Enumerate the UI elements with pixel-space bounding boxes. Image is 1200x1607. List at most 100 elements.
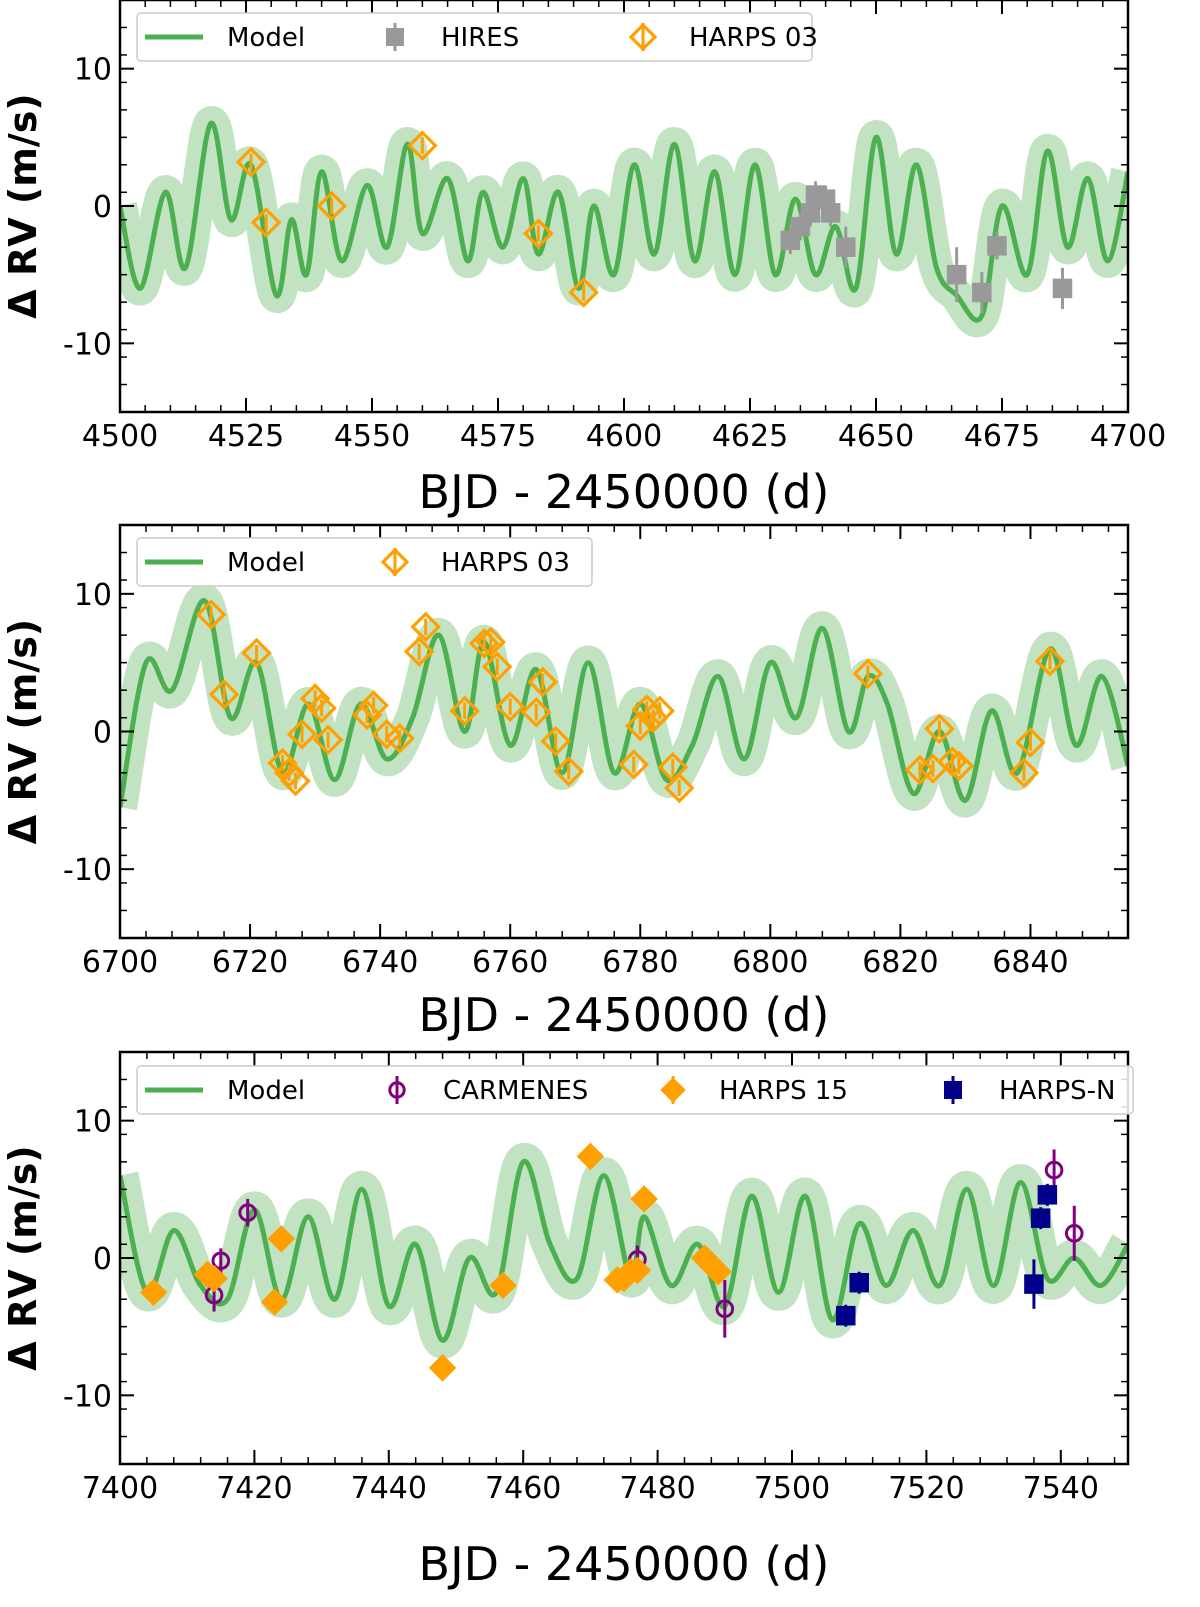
data-point <box>987 236 1007 256</box>
data-point <box>849 1272 869 1293</box>
data-point <box>280 765 311 797</box>
data-point <box>238 1203 257 1222</box>
x-tick-label: 7500 <box>754 1471 830 1506</box>
data-point <box>836 237 856 257</box>
y-tick-label: 10 <box>74 53 112 88</box>
data-point <box>1034 646 1066 677</box>
x-tick-label: 6840 <box>992 945 1068 980</box>
data-point <box>1037 1185 1058 1205</box>
legend-item: HARPS-N <box>944 1076 1115 1106</box>
data-point <box>468 628 500 659</box>
data-point <box>1044 1160 1064 1180</box>
y-tick-label: -10 <box>63 853 112 888</box>
data-point <box>946 264 967 285</box>
model-line <box>120 598 1128 808</box>
x-tick-label: 6800 <box>732 945 808 980</box>
y-tick-label: 0 <box>93 1242 112 1277</box>
data-point <box>494 691 526 722</box>
legend-item: HARPS 15 <box>660 1076 848 1106</box>
x-tick-label: 7400 <box>82 1471 158 1506</box>
x-tick-label: 4600 <box>586 419 662 454</box>
x-tick-label: 4550 <box>334 419 410 454</box>
data-point <box>428 1354 457 1382</box>
legend-label: CARMENES <box>443 1076 588 1106</box>
chart-panel-1: 4500 4525 4550 4575 4600 4625 4650 4675 4700 -10 0… <box>1 0 1166 519</box>
x-tick-label: 4575 <box>460 419 536 454</box>
series-harps-n <box>836 1183 1058 1327</box>
x-tick-label: 7540 <box>1023 1471 1099 1506</box>
x-tick-label: 4525 <box>208 419 284 454</box>
model-line <box>120 121 1128 323</box>
legend-box <box>136 537 593 587</box>
data-point <box>1008 757 1040 789</box>
data-point <box>489 1271 517 1300</box>
legend-label: HIRES <box>441 23 519 53</box>
data-point <box>1015 727 1046 758</box>
x-tick-label: 6720 <box>212 945 288 980</box>
y-tick-label: -10 <box>63 1379 112 1414</box>
data-point <box>267 747 298 779</box>
data-point <box>358 690 389 721</box>
y-axis-label: Δ RV (m/s) <box>1 619 45 844</box>
legend-marker <box>944 1081 962 1099</box>
y-tick-label: 10 <box>74 1105 112 1140</box>
legend-item: Model <box>145 1076 305 1106</box>
data-point <box>1030 1208 1051 1228</box>
data-point <box>704 1258 732 1286</box>
data-point <box>306 692 337 724</box>
x-tick-label: 6780 <box>602 945 678 980</box>
legend-label: HARPS-N <box>999 1076 1115 1106</box>
data-point <box>299 683 331 714</box>
model-line <box>120 1159 1128 1343</box>
data-point <box>630 1185 658 1213</box>
x-tick-label: 4500 <box>82 419 158 454</box>
data-point <box>623 1256 652 1285</box>
data-point <box>644 695 676 727</box>
y-tick-label: 0 <box>93 190 112 225</box>
model-band <box>120 583 1128 818</box>
data-point <box>852 658 884 689</box>
legend-marker <box>628 22 658 52</box>
data-point <box>200 1264 228 1293</box>
data-point <box>208 679 240 710</box>
x-tick-label: 6760 <box>472 945 548 980</box>
series-harps-03 <box>235 130 599 308</box>
series-hires <box>780 181 1073 314</box>
data-point <box>449 695 480 727</box>
chart-panel-3: 7400 7420 7440 7460 7480 7500 7520 7540 -10 0 10 BJ… <box>1 1050 1134 1591</box>
x-tick-label: 6820 <box>862 945 938 980</box>
x-tick-label: 7480 <box>619 1471 695 1506</box>
legend: Model HARPS 03 <box>136 537 593 587</box>
x-axis-label: BJD - 2450000 (d) <box>419 1537 830 1591</box>
data-point <box>407 130 438 161</box>
data-point <box>540 725 571 757</box>
x-tick-label: 4625 <box>712 419 788 454</box>
data-point <box>235 146 267 178</box>
x-tick-label: 4675 <box>964 419 1040 454</box>
x-tick-label: 7460 <box>485 1471 561 1506</box>
data-point <box>715 1299 735 1319</box>
data-point <box>1052 278 1073 299</box>
legend-item: Model <box>145 23 305 53</box>
legend-item: CARMENES <box>388 1076 588 1106</box>
legend-item: HARPS 03 <box>628 22 818 53</box>
legend-label: HARPS 15 <box>719 1076 848 1106</box>
x-axis-label: BJD - 2450000 (d) <box>419 988 830 1042</box>
data-point <box>1024 1274 1044 1294</box>
data-point <box>250 207 282 238</box>
data-point <box>904 754 936 786</box>
data-point <box>312 724 344 756</box>
data-point <box>576 1142 605 1171</box>
data-point <box>943 750 975 782</box>
data-point <box>267 1225 295 1253</box>
legend: Model CARMENES HARPS 15 HARPS-N <box>136 1065 1134 1115</box>
legend-item: HARPS 03 <box>380 547 570 578</box>
legend-marker <box>386 28 404 46</box>
data-point <box>618 749 650 780</box>
data-point <box>241 637 272 669</box>
data-point <box>139 1278 168 1307</box>
x-tick-label: 7440 <box>351 1471 427 1506</box>
legend-marker <box>380 547 410 577</box>
legend: Model HIRES HARPS 03 <box>136 12 818 62</box>
x-tick-label: 7520 <box>888 1471 964 1506</box>
